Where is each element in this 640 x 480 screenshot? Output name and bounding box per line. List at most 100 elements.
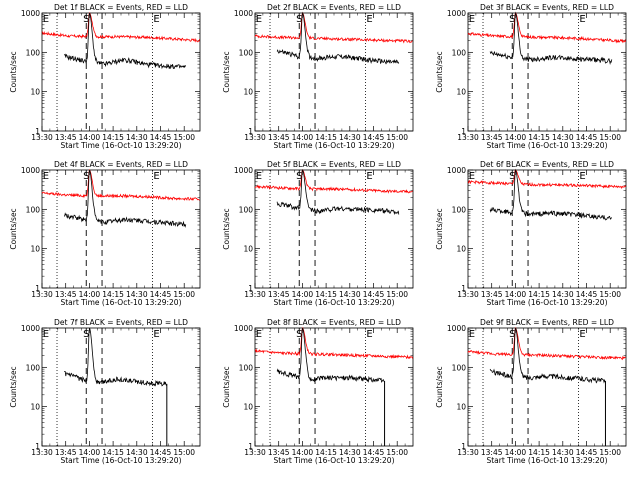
x-tick-label: 14:00 [79, 133, 101, 142]
x-tick-label: 14:00 [505, 133, 527, 142]
x-tick-label: 14:45 [576, 290, 598, 299]
x-axis-label: Start Time (16-Oct-10 13:29:20) [486, 298, 607, 307]
y-tick-label: 100 [239, 363, 254, 372]
y-axis-label: Counts/sec [435, 366, 444, 407]
x-tick-label: 13:30 [244, 290, 266, 299]
series-events-line [276, 11, 400, 65]
y-tick-label: 1 [461, 127, 466, 136]
region-marker: S [83, 329, 89, 340]
panel-8: Det 8f BLACK = Events, RED = LLD 1 10 100 10… [222, 318, 414, 465]
x-tick-label: 13:45 [268, 290, 290, 299]
region-marker: E [469, 329, 475, 340]
region-marker: S [509, 14, 515, 25]
panel-1: Det 1f BLACK = Events, RED = LLD 1 10 100 10… [9, 3, 201, 150]
x-tick-label: 14:45 [363, 290, 385, 299]
y-tick-label: 1 [248, 284, 253, 293]
x-tick-label: 14:15 [528, 290, 550, 299]
x-tick-label: 14:45 [150, 133, 172, 142]
x-tick-label: 14:45 [576, 133, 598, 142]
series-events-line [276, 168, 400, 216]
x-tick-label: 14:15 [528, 133, 550, 142]
x-axis-label: Start Time (16-Oct-10 13:29:20) [486, 456, 607, 465]
series-lld-line [467, 169, 626, 190]
x-tick-label: 13:30 [31, 133, 53, 142]
series-events-line [276, 327, 385, 383]
region-marker: E [579, 171, 585, 182]
x-tick-label: 14:15 [102, 133, 124, 142]
y-axis-label: Counts/sec [222, 51, 231, 92]
x-tick-label: 13:30 [457, 290, 479, 299]
y-tick-label: 10 [30, 245, 40, 254]
panel-title: Det 6f BLACK = Events, RED = LLD [480, 160, 614, 169]
x-tick-label: 14:30 [126, 133, 148, 142]
series-events-line [64, 327, 167, 387]
x-tick-label: 14:00 [292, 133, 314, 142]
x-tick-label: 13:45 [481, 133, 503, 142]
y-axis-label: Counts/sec [9, 208, 18, 249]
y-tick-label: 10 [456, 245, 466, 254]
x-tick-label: 14:00 [292, 448, 314, 457]
x-tick-label: 14:45 [576, 448, 598, 457]
x-tick-label: 15:00 [386, 448, 408, 457]
region-marker: E [366, 171, 372, 182]
plot-frame [254, 327, 414, 447]
x-tick-label: 13:30 [457, 133, 479, 142]
region-marker: S [83, 171, 89, 182]
x-tick-label: 14:30 [126, 448, 148, 457]
series-events-line [63, 169, 187, 228]
x-axis-label: Start Time (16-Oct-10 13:29:20) [273, 298, 394, 307]
region-marker: E [153, 329, 159, 340]
region-marker: S [296, 14, 302, 25]
y-tick-label: 100 [239, 205, 254, 214]
y-axis-label: Counts/sec [435, 51, 444, 92]
y-axis-label: Counts/sec [222, 208, 231, 249]
x-tick-label: 14:45 [150, 290, 172, 299]
region-marker: E [469, 171, 475, 182]
plot-frame [41, 12, 201, 132]
panel-title: Det 7f BLACK = Events, RED = LLD [54, 318, 188, 327]
y-tick-label: 1 [461, 442, 466, 451]
x-tick-label: 14:30 [552, 133, 574, 142]
series-events-line [489, 11, 613, 65]
panel-6: Det 6f BLACK = Events, RED = LLD 1 10 100 10… [435, 160, 627, 307]
y-tick-label: 1000 [234, 166, 253, 175]
panel-2: Det 2f BLACK = Events, RED = LLD 1 10 100 10… [222, 3, 414, 150]
y-tick-label: 100 [452, 48, 467, 57]
panel-5: Det 5f BLACK = Events, RED = LLD 1 10 100 10… [222, 160, 414, 307]
x-tick-label: 13:45 [481, 448, 503, 457]
x-tick-label: 14:30 [552, 290, 574, 299]
x-tick-label: 14:30 [126, 290, 148, 299]
region-marker: E [366, 14, 372, 25]
y-tick-label: 100 [452, 205, 467, 214]
region-marker: S [296, 329, 302, 340]
region-marker: E [256, 171, 262, 182]
y-tick-label: 1000 [21, 166, 40, 175]
x-tick-label: 14:45 [363, 448, 385, 457]
x-tick-label: 13:30 [244, 133, 266, 142]
y-tick-label: 1 [248, 127, 253, 136]
y-tick-label: 1000 [234, 9, 253, 18]
x-tick-label: 13:30 [31, 290, 53, 299]
plot-frame [254, 12, 414, 132]
plot-frame [467, 12, 627, 132]
region-marker: S [509, 171, 515, 182]
region-marker: E [366, 329, 372, 340]
panel-9: Det 9f BLACK = Events, RED = LLD 1 10 100 10… [435, 318, 627, 465]
y-tick-label: 1 [35, 442, 40, 451]
series-events-line [489, 327, 606, 384]
y-tick-label: 100 [452, 363, 467, 372]
x-tick-label: 14:15 [102, 290, 124, 299]
y-tick-label: 100 [239, 48, 254, 57]
series-lld-line [42, 12, 200, 43]
x-tick-label: 15:00 [599, 133, 621, 142]
panel-title: Det 2f BLACK = Events, RED = LLD [267, 3, 401, 12]
x-tick-label: 13:45 [481, 290, 503, 299]
x-tick-label: 14:15 [528, 448, 550, 457]
x-tick-label: 13:30 [457, 448, 479, 457]
x-tick-label: 14:45 [363, 133, 385, 142]
region-marker: S [296, 171, 302, 182]
x-tick-label: 14:30 [339, 290, 361, 299]
region-marker: E [43, 329, 49, 340]
y-tick-label: 10 [456, 88, 466, 97]
